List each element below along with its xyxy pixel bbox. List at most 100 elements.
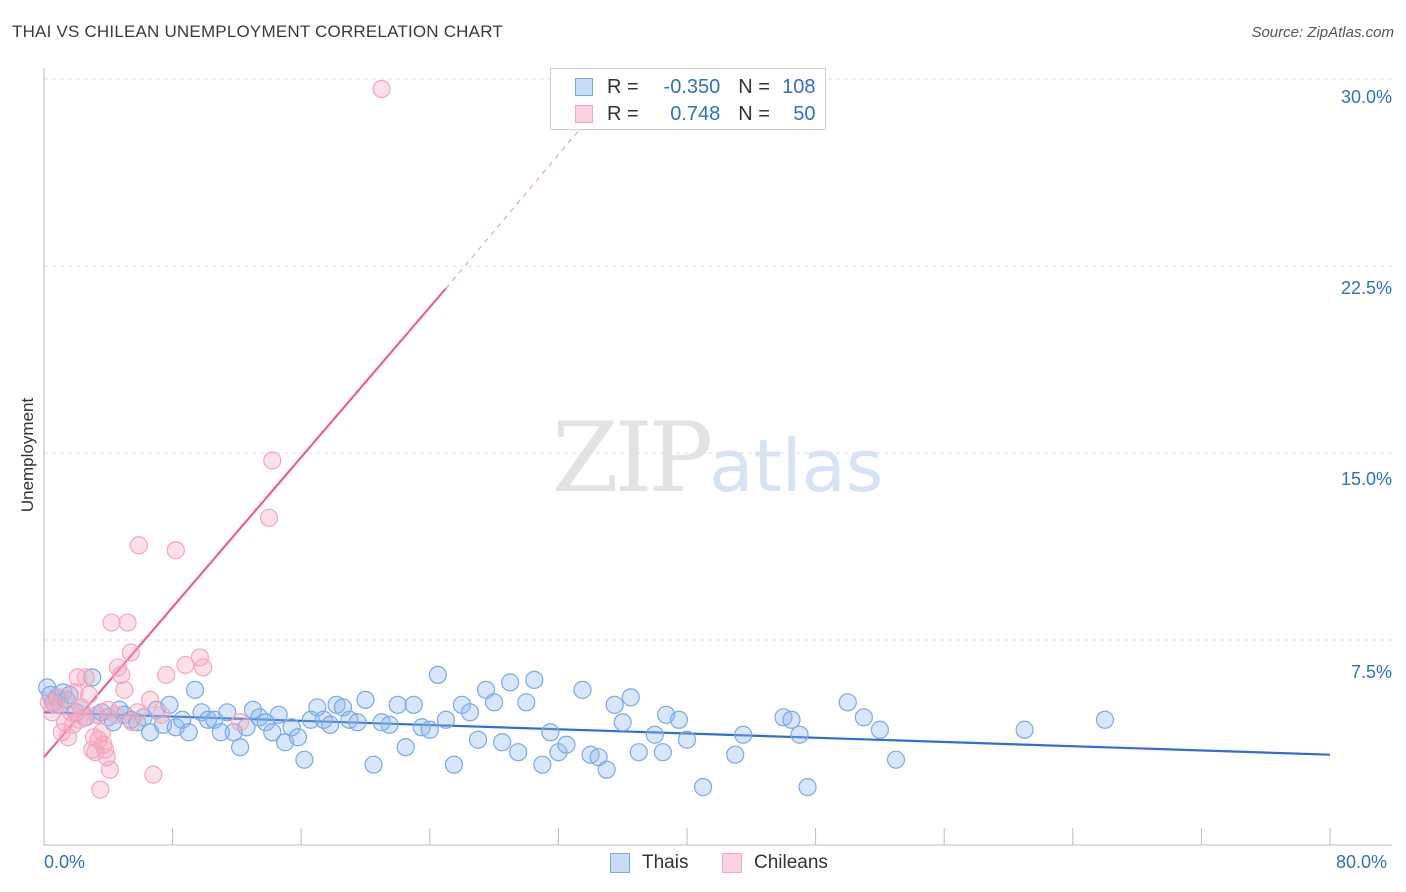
watermark-zip: ZIP xyxy=(552,402,713,514)
chileans-trend-extension xyxy=(445,116,592,289)
thais-point xyxy=(460,703,480,722)
thais-point xyxy=(380,715,399,734)
correlation-legend: R = -0.350 N = 108 R = 0.748 N = 50 xyxy=(550,68,826,130)
thais-point xyxy=(1095,710,1115,729)
chileans-point xyxy=(123,713,142,732)
chileans-point xyxy=(128,703,147,722)
chileans-point xyxy=(102,613,121,632)
chileans-point xyxy=(95,740,115,759)
chileans-point xyxy=(140,690,160,709)
chileans-point xyxy=(115,680,134,699)
chileans-point xyxy=(231,713,250,732)
chileans-point xyxy=(144,765,163,784)
y-axis-label: Unemployment xyxy=(18,397,37,513)
data-points xyxy=(38,79,1115,799)
thais-point xyxy=(186,680,205,699)
thais-point xyxy=(726,745,745,764)
thais-point xyxy=(436,710,455,729)
source-label: Source: ZipAtlas.com xyxy=(1251,24,1394,41)
r-label: R = xyxy=(607,75,639,98)
thais-point xyxy=(605,695,624,714)
thais-point xyxy=(198,710,218,729)
thais-point xyxy=(428,665,447,685)
grid-lines xyxy=(44,78,1392,641)
chileans-point xyxy=(263,451,282,470)
chileans-point xyxy=(100,760,120,779)
x-tick-label: 0.0% xyxy=(44,852,86,872)
thais-point xyxy=(541,723,560,742)
thais-point xyxy=(613,713,632,732)
thais-point xyxy=(677,730,697,749)
chileans-point xyxy=(190,648,210,667)
thais-point xyxy=(597,760,616,779)
chileans-point xyxy=(166,541,185,560)
thais-point xyxy=(838,693,857,712)
thais-point xyxy=(493,733,512,752)
thais-point xyxy=(231,738,250,757)
thais-point xyxy=(790,725,809,744)
thais-point xyxy=(404,695,423,714)
thais-point xyxy=(348,713,367,732)
thais-point xyxy=(364,755,383,774)
thais-point xyxy=(263,723,282,742)
watermark-atlas: atlas xyxy=(709,424,884,508)
n-label: N = xyxy=(738,75,770,98)
r-value: 0.748 xyxy=(670,102,721,125)
thais-point xyxy=(509,743,528,762)
y-tick-label: 22.5% xyxy=(1340,278,1392,298)
thais-point xyxy=(485,693,504,712)
trend-lines xyxy=(43,116,1331,758)
thais-point xyxy=(645,725,664,744)
chileans-point xyxy=(152,705,171,724)
thais-point xyxy=(734,725,753,744)
chileans-point xyxy=(49,688,68,707)
chart-title: THAI VS CHILEAN UNEMPLOYMENT CORRELATION… xyxy=(12,22,503,41)
chileans-point xyxy=(91,780,110,799)
chileans-point xyxy=(118,613,137,632)
chileans-point xyxy=(107,705,126,724)
thais-point xyxy=(525,670,544,689)
chileans-point xyxy=(194,658,213,677)
thais-point xyxy=(501,673,520,692)
thais-point xyxy=(396,738,415,757)
n-value: 50 xyxy=(793,102,816,125)
legend-swatch-thais xyxy=(610,853,630,873)
chileans-point xyxy=(372,79,391,99)
legend-label-thais: Thais xyxy=(642,852,689,873)
y-tick-label: 30.0% xyxy=(1340,87,1392,107)
thais-point xyxy=(269,705,288,724)
thais-point xyxy=(870,720,890,739)
thais-point xyxy=(243,700,263,719)
legend-item-chileans: Chileans xyxy=(722,852,828,874)
thais-point xyxy=(693,778,713,797)
thais-point xyxy=(557,735,576,754)
thais-point xyxy=(629,743,648,762)
thais-point xyxy=(798,778,817,797)
legend-item-thais: Thais xyxy=(610,852,688,874)
chileans-point xyxy=(259,508,279,527)
chileans-point xyxy=(87,705,107,724)
thais-point xyxy=(517,693,536,712)
thais-point xyxy=(854,708,873,727)
thais-point xyxy=(282,718,301,737)
thais-point xyxy=(533,755,552,774)
chileans-point xyxy=(129,536,148,555)
thais-point xyxy=(356,690,375,709)
chileans-point xyxy=(76,668,95,687)
legend-row-thais: R = -0.350 N = 108 xyxy=(575,75,816,99)
y-tick-label: 15.0% xyxy=(1340,469,1392,489)
thais-point xyxy=(573,680,592,699)
thais-point xyxy=(288,728,308,747)
legend-swatch-thais xyxy=(575,78,593,96)
x-tick-label: 80.0% xyxy=(1336,852,1388,872)
series-legend: Thais Chileans xyxy=(0,852,1406,876)
thais-point xyxy=(218,703,237,722)
chileans-point xyxy=(79,685,99,704)
thais-point xyxy=(468,730,488,749)
thais-point xyxy=(420,720,439,739)
thais-point xyxy=(782,710,801,729)
thais-point xyxy=(83,668,102,687)
thais-point xyxy=(179,723,198,742)
r-value: -0.350 xyxy=(663,75,721,98)
